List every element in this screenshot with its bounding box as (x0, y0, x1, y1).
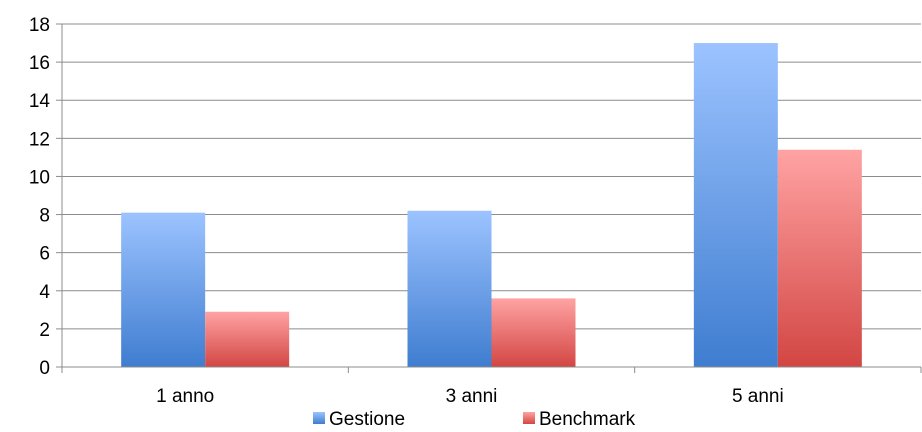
y-tick-label: 2 (39, 320, 50, 341)
y-axis-labels: 0 2 4 6 8 10 12 14 16 18 (29, 15, 51, 379)
y-tick-label: 6 (39, 244, 50, 265)
y-tick-label: 16 (29, 53, 50, 74)
legend-label-benchmark: Benchmark (539, 409, 636, 430)
x-tick-label: 3 anni (446, 386, 498, 407)
x-axis-labels: 1 anno 3 anni 5 anni (156, 386, 784, 407)
x-tick-label: 1 anno (156, 386, 214, 407)
axes (61, 24, 922, 373)
y-tick-label: 4 (39, 282, 50, 303)
y-tick-label: 12 (29, 129, 50, 150)
x-tick-label: 5 anni (732, 386, 784, 407)
legend-swatch-benchmark (523, 412, 535, 424)
bar-benchmark-2 (777, 149, 862, 367)
bar-gestione-1 (407, 210, 492, 367)
bar-benchmark-1 (491, 298, 576, 367)
y-tick-label: 14 (29, 91, 51, 112)
bar-benchmark-0 (205, 311, 290, 367)
bars (121, 43, 862, 368)
legend-label-gestione: Gestione (329, 409, 405, 430)
bar-gestione-0 (121, 212, 206, 367)
legend-swatch-gestione (313, 412, 325, 424)
y-tick-label: 10 (29, 167, 50, 188)
y-tick-label: 0 (39, 358, 50, 379)
y-tick-label: 18 (29, 15, 50, 36)
bar-gestione-2 (693, 43, 778, 368)
y-tick-label: 8 (39, 206, 50, 227)
legend: Gestione Benchmark (313, 409, 636, 430)
